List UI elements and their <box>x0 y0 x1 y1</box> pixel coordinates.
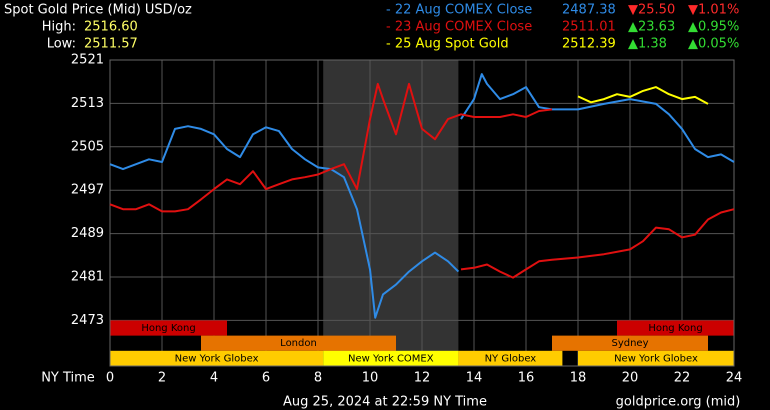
price-line <box>109 82 735 279</box>
x-tick-label: 6 <box>262 371 270 386</box>
high-value: 2516.60 <box>84 20 138 35</box>
x-axis-label: NY Time <box>41 371 95 386</box>
x-tick-label: 2 <box>158 371 166 386</box>
footer-source: goldprice.org (mid) <box>616 395 741 410</box>
x-tick-label: 14 <box>466 371 483 386</box>
plot-border <box>109 59 735 367</box>
session-label: Sydney <box>611 338 648 349</box>
legend-label: - 22 Aug COMEX Close <box>386 3 532 18</box>
session-label: NY Globex <box>485 353 537 364</box>
highlight-region <box>323 60 459 366</box>
footer-date: Aug 25, 2024 at 22:59 NY Time <box>283 395 487 410</box>
legend-change: ▲1.38 <box>628 37 667 52</box>
x-tick-label: 20 <box>622 371 639 386</box>
legend-percent: ▼1.01% <box>688 3 739 18</box>
legend-percent: ▲0.95% <box>688 20 739 35</box>
legend-percent: ▲0.05% <box>688 37 739 52</box>
high-label: High: <box>42 20 76 35</box>
legend-change: ▲23.63 <box>628 20 675 35</box>
x-tick-label: 0 <box>106 371 114 386</box>
x-tick-label: 10 <box>362 371 379 386</box>
session-label: New York COMEX <box>348 353 434 364</box>
x-tick-label: 12 <box>414 371 431 386</box>
low-value: 2511.57 <box>84 37 138 52</box>
y-tick-label: 2473 <box>71 313 104 328</box>
session-bar <box>617 320 734 336</box>
x-tick-label: 18 <box>570 371 587 386</box>
legend-price: 2487.38 <box>562 3 616 18</box>
x-tick-label: 16 <box>518 371 535 386</box>
price-line <box>109 73 735 319</box>
legend-label: - 23 Aug COMEX Close <box>386 20 532 35</box>
session-bar <box>552 335 708 351</box>
x-tick-label: 8 <box>314 371 322 386</box>
y-tick-label: 2497 <box>71 183 104 198</box>
session-bar <box>110 320 227 336</box>
session-label: Hong Kong <box>141 323 195 334</box>
y-tick-label: 2505 <box>71 139 104 154</box>
chart-title: Spot Gold Price (Mid) USD/oz <box>4 3 192 18</box>
y-tick-label: 2513 <box>71 96 104 111</box>
y-tick-label: 2489 <box>71 226 104 241</box>
session-bar <box>458 350 563 366</box>
session-label: London <box>280 338 317 349</box>
session-bar <box>578 350 734 366</box>
legend-change: ▼25.50 <box>628 3 675 18</box>
y-tick-label: 2521 <box>71 53 104 68</box>
legend-price: 2512.39 <box>562 37 616 52</box>
x-tick-label: 22 <box>674 371 691 386</box>
legend-price: 2511.01 <box>562 20 616 35</box>
session-label: New York Globex <box>614 353 698 364</box>
session-bar <box>201 335 396 351</box>
low-label: Low: <box>47 37 76 52</box>
session-bar <box>323 350 459 366</box>
session-label: New York Globex <box>175 353 259 364</box>
y-tick-label: 2481 <box>71 270 104 285</box>
x-tick-label: 4 <box>210 371 218 386</box>
session-bar <box>110 350 324 366</box>
price-line <box>577 86 709 105</box>
session-label: Hong Kong <box>648 323 702 334</box>
x-tick-label: 24 <box>726 371 743 386</box>
legend-label: - 25 Aug Spot Gold <box>386 37 509 52</box>
